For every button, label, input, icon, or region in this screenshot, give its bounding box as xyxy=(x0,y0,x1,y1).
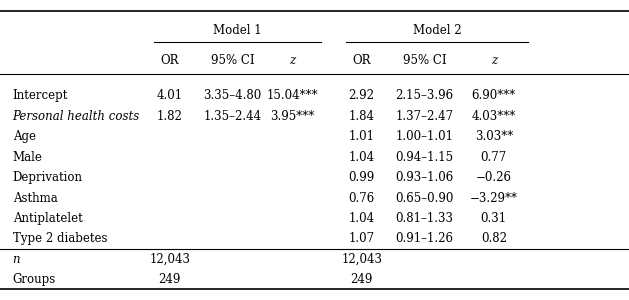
Text: 1.01: 1.01 xyxy=(348,130,375,143)
Text: Personal health costs: Personal health costs xyxy=(13,110,140,123)
Text: 0.82: 0.82 xyxy=(481,232,507,245)
Text: 4.01: 4.01 xyxy=(157,89,183,103)
Text: 1.82: 1.82 xyxy=(157,110,183,123)
Text: OR: OR xyxy=(160,53,179,67)
Text: Antiplatelet: Antiplatelet xyxy=(13,212,82,225)
Text: Male: Male xyxy=(13,151,42,164)
Text: 4.03***: 4.03*** xyxy=(472,110,516,123)
Text: 12,043: 12,043 xyxy=(149,253,191,266)
Text: 0.91–1.26: 0.91–1.26 xyxy=(396,232,454,245)
Text: 0.77: 0.77 xyxy=(481,151,507,164)
Text: 6.90***: 6.90*** xyxy=(472,89,516,103)
Text: Asthma: Asthma xyxy=(13,191,57,205)
Text: 1.84: 1.84 xyxy=(348,110,375,123)
Text: Model 1: Model 1 xyxy=(213,23,262,37)
Text: 95% CI: 95% CI xyxy=(403,53,447,67)
Text: 12,043: 12,043 xyxy=(341,253,382,266)
Text: 0.31: 0.31 xyxy=(481,212,507,225)
Text: Groups: Groups xyxy=(13,273,56,286)
Text: Deprivation: Deprivation xyxy=(13,171,82,184)
Text: OR: OR xyxy=(352,53,371,67)
Text: 1.37–2.47: 1.37–2.47 xyxy=(396,110,454,123)
Text: z: z xyxy=(491,53,497,67)
Text: 2.92: 2.92 xyxy=(348,89,375,103)
Text: 1.04: 1.04 xyxy=(348,212,375,225)
Text: −3.29**: −3.29** xyxy=(470,191,518,205)
Text: −0.26: −0.26 xyxy=(476,171,512,184)
Text: 249: 249 xyxy=(159,273,181,286)
Text: 0.93–1.06: 0.93–1.06 xyxy=(396,171,454,184)
Text: 1.00–1.01: 1.00–1.01 xyxy=(396,130,454,143)
Text: 15.04***: 15.04*** xyxy=(267,89,318,103)
Text: n: n xyxy=(13,253,20,266)
Text: 0.81–1.33: 0.81–1.33 xyxy=(396,212,454,225)
Text: 3.03**: 3.03** xyxy=(475,130,513,143)
Text: Type 2 diabetes: Type 2 diabetes xyxy=(13,232,107,245)
Text: 1.04: 1.04 xyxy=(348,151,375,164)
Text: 1.07: 1.07 xyxy=(348,232,375,245)
Text: 249: 249 xyxy=(350,273,373,286)
Text: Age: Age xyxy=(13,130,36,143)
Text: 2.15–3.96: 2.15–3.96 xyxy=(396,89,454,103)
Text: 95% CI: 95% CI xyxy=(211,53,255,67)
Text: 3.35–4.80: 3.35–4.80 xyxy=(204,89,262,103)
Text: 0.76: 0.76 xyxy=(348,191,375,205)
Text: 0.94–1.15: 0.94–1.15 xyxy=(396,151,454,164)
Text: Intercept: Intercept xyxy=(13,89,68,103)
Text: 1.35–2.44: 1.35–2.44 xyxy=(204,110,262,123)
Text: 3.95***: 3.95*** xyxy=(270,110,314,123)
Text: Model 2: Model 2 xyxy=(413,23,462,37)
Text: 0.99: 0.99 xyxy=(348,171,375,184)
Text: 0.65–0.90: 0.65–0.90 xyxy=(396,191,454,205)
Text: z: z xyxy=(289,53,296,67)
